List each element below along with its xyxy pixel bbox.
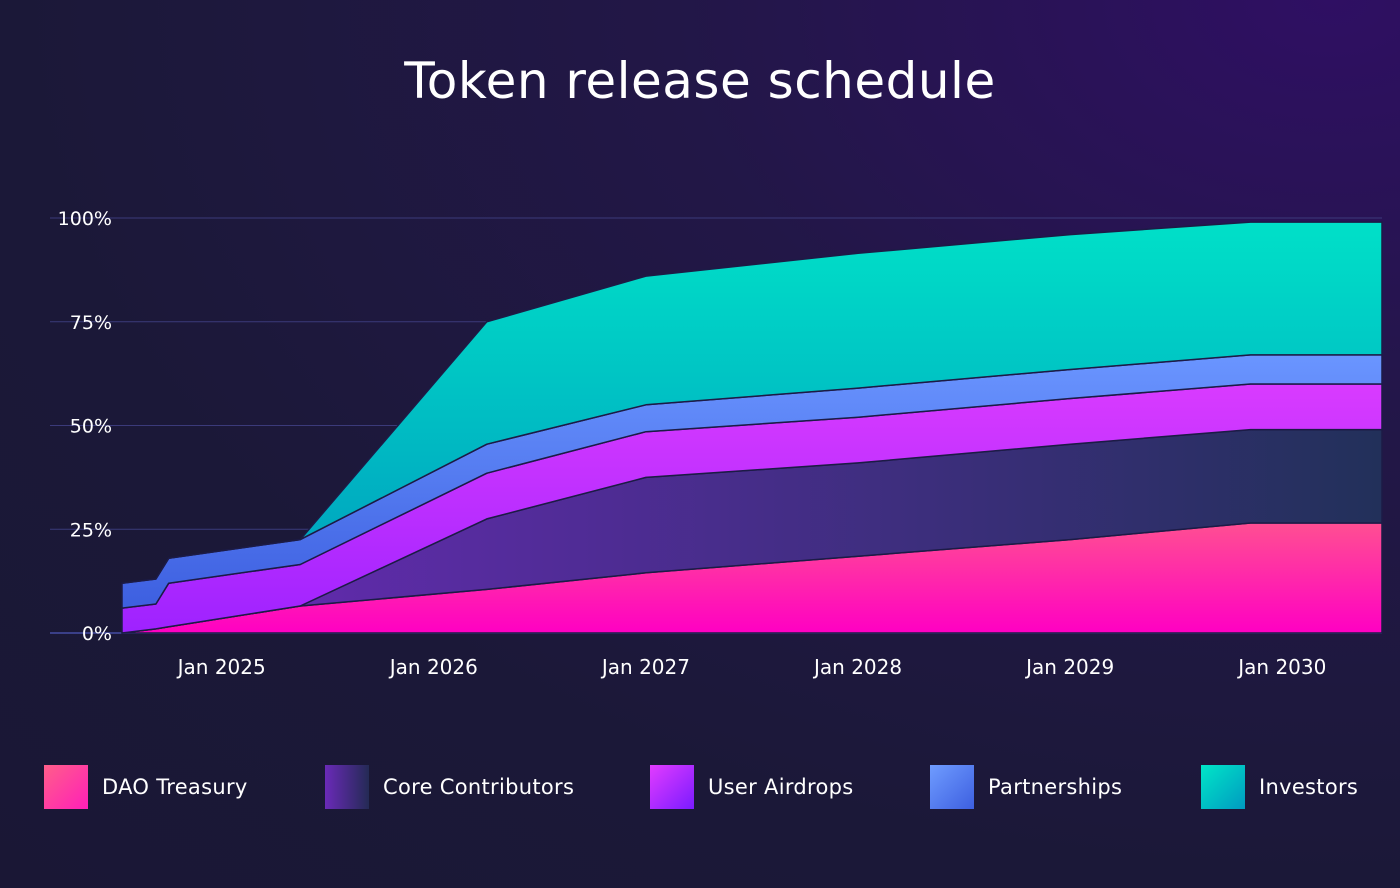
legend-item-dao-treasury[interactable]: DAO Treasury bbox=[44, 765, 248, 809]
legend-item-user-airdrops[interactable]: User Airdrops bbox=[650, 765, 854, 809]
y-tick-label: 0% bbox=[82, 623, 112, 645]
area-investors bbox=[121, 221, 1383, 584]
y-axis-ticks: 0% 25% 50% 75% 100% bbox=[58, 208, 112, 645]
legend-label: Investors bbox=[1259, 775, 1359, 799]
y-tick-label: 50% bbox=[70, 416, 112, 438]
x-tick-label: Jan 2027 bbox=[600, 655, 690, 679]
legend: DAO Treasury Core Contributors User Aird… bbox=[0, 765, 1400, 811]
legend-label: Core Contributors bbox=[383, 775, 575, 799]
legend-item-core-contributors[interactable]: Core Contributors bbox=[325, 765, 574, 809]
x-tick-label: Jan 2026 bbox=[388, 655, 478, 679]
x-tick-label: Jan 2028 bbox=[812, 655, 902, 679]
legend-swatch-dao-treasury bbox=[44, 765, 88, 809]
legend-label: User Airdrops bbox=[708, 775, 854, 799]
y-tick-label: 100% bbox=[58, 208, 112, 230]
legend-item-investors[interactable]: Investors bbox=[1201, 765, 1358, 809]
y-tick-label: 25% bbox=[70, 519, 112, 541]
legend-label: DAO Treasury bbox=[102, 775, 248, 799]
x-tick-label: Jan 2029 bbox=[1024, 655, 1114, 679]
x-tick-label: Jan 2030 bbox=[1236, 655, 1326, 679]
legend-label: Partnerships bbox=[988, 775, 1123, 799]
legend-swatch-user-airdrops bbox=[650, 765, 694, 809]
legend-item-partnerships[interactable]: Partnerships bbox=[930, 765, 1122, 809]
chart-title: Token release schedule bbox=[404, 52, 996, 110]
legend-swatch-core-contributors bbox=[325, 765, 369, 809]
legend-swatch-investors bbox=[1201, 765, 1245, 809]
legend-swatch-partnerships bbox=[930, 765, 974, 809]
x-tick-label: Jan 2025 bbox=[176, 655, 266, 679]
y-tick-label: 75% bbox=[70, 312, 112, 334]
area-series bbox=[121, 221, 1383, 634]
x-axis-ticks: Jan 2025 Jan 2026 Jan 2027 Jan 2028 Jan 2029… bbox=[176, 655, 1327, 679]
